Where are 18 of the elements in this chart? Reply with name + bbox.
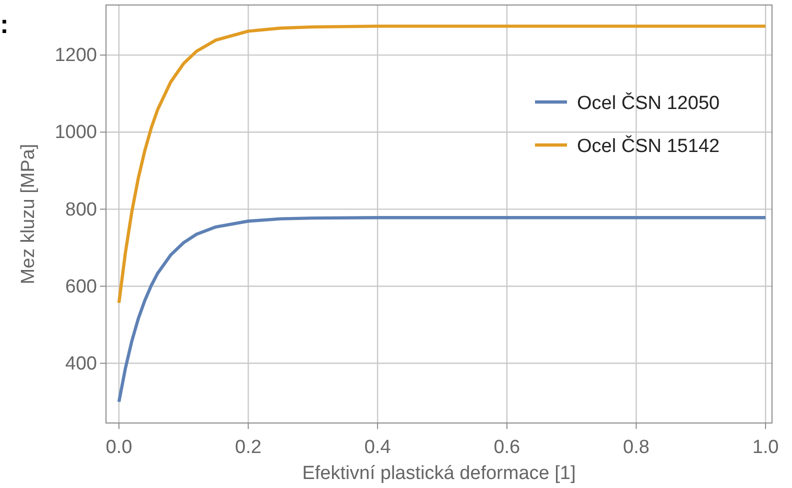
y-tick-label: 1200 [54,45,97,66]
line-series [117,24,768,304]
y-tick-label: 400 [65,353,97,374]
x-tick-label: 0.0 [106,436,132,458]
x-axis-title: Efektivní plastická deformace [1] [302,463,576,484]
legend-label: Ocel ČSN 15142 [577,135,720,157]
y-tick-label: 600 [65,276,97,298]
x-tick-label: 0.2 [235,436,262,458]
legend-label: Ocel ČSN 12050 [577,92,720,114]
y-axis-title: Mez kluzu [MPa] [18,144,39,284]
text: : [0,9,9,39]
line-series [117,216,768,404]
y-tick-label: 800 [65,199,97,220]
x-tick-label: 0.4 [364,436,392,458]
x-tick-label: 0.8 [623,436,650,458]
x-tick-label: 1.0 [752,436,779,458]
y-tick-label: 1000 [54,122,97,144]
x-tick-label: 0.6 [494,436,520,458]
